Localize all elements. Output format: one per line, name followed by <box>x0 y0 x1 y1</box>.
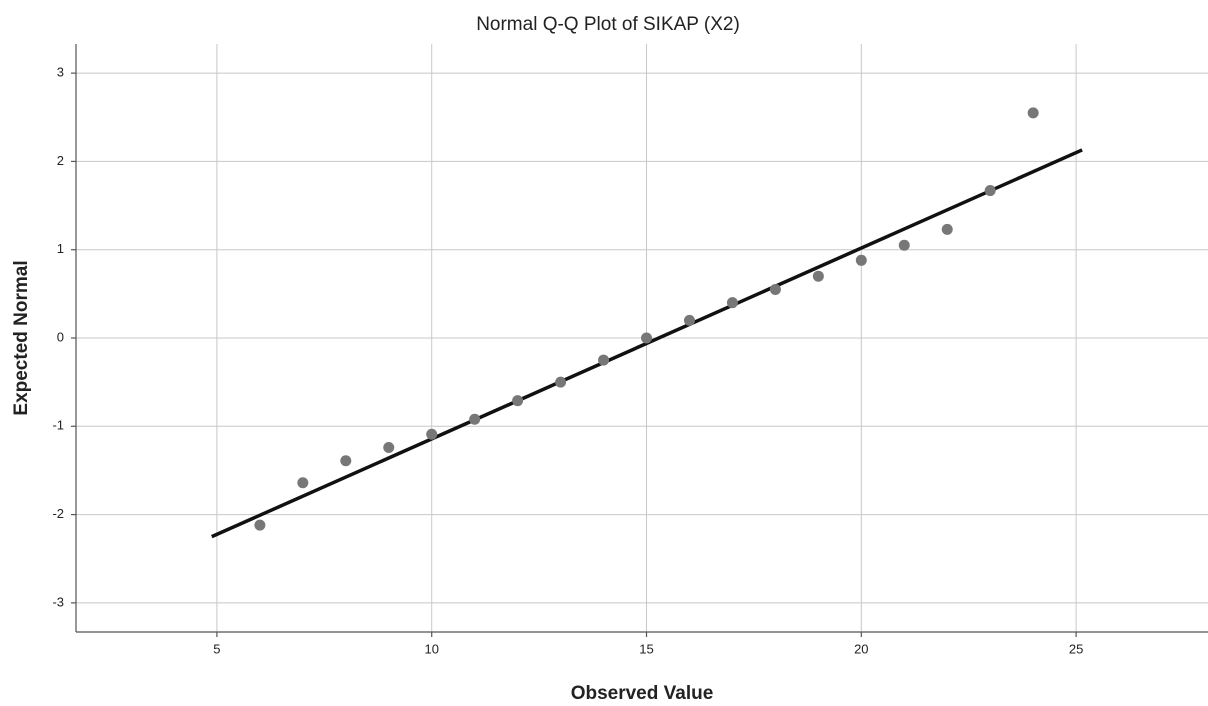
x-tick-label: 20 <box>854 641 868 656</box>
point <box>941 223 953 235</box>
chart-title: Normal Q-Q Plot of SIKAP (X2) <box>476 14 740 35</box>
point <box>555 376 567 388</box>
point <box>426 428 438 440</box>
y-tick-label: 2 <box>57 153 64 168</box>
y-tick-label: -1 <box>52 418 64 433</box>
x-axis-label: Observed Value <box>571 683 714 704</box>
point <box>641 332 653 344</box>
y-tick-label: 1 <box>57 241 64 256</box>
x-tick-label: 25 <box>1069 641 1083 656</box>
x-tick-label: 10 <box>424 641 438 656</box>
point <box>297 477 309 489</box>
point <box>769 283 781 295</box>
point <box>340 455 352 467</box>
point <box>683 314 695 326</box>
point <box>898 239 910 251</box>
point <box>383 441 395 453</box>
y-axis-label: Expected Normal <box>11 260 32 415</box>
point <box>469 413 481 425</box>
y-tick-label: 3 <box>57 65 64 80</box>
point <box>1027 107 1039 119</box>
point <box>598 354 610 366</box>
point <box>726 297 738 309</box>
y-tick-label: 0 <box>57 329 64 344</box>
x-tick-label: 15 <box>639 641 653 656</box>
y-tick-label: -2 <box>52 506 64 521</box>
point <box>512 395 524 407</box>
point <box>254 519 266 531</box>
point <box>812 270 824 282</box>
point <box>984 185 996 197</box>
y-tick-label: -3 <box>52 594 64 609</box>
point <box>855 254 867 266</box>
x-tick-label: 5 <box>213 641 220 656</box>
